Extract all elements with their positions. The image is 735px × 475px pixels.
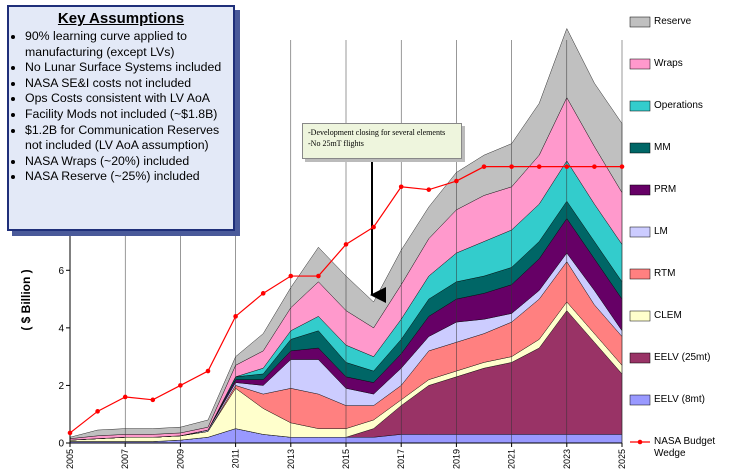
legend-label: Reserve [654, 16, 692, 27]
x-tick-label: 2025 [617, 449, 627, 469]
line-marker [592, 164, 597, 169]
legend-swatch [629, 58, 651, 70]
line-marker [398, 184, 404, 190]
legend-swatch [629, 16, 651, 28]
line-marker [288, 273, 294, 279]
line-marker [260, 291, 266, 296]
line-marker [509, 164, 514, 169]
x-tick-label: 2019 [451, 449, 461, 469]
legend-swatch [629, 142, 651, 154]
assumption-item: $1.2B for Communication Reserves not inc… [25, 123, 229, 154]
line-marker [481, 164, 487, 169]
assumptions-title: Key Assumptions [57, 10, 185, 27]
y-tick-label: 6 [58, 266, 64, 277]
assumption-item: Facility Mods not included (~$1.8B) [25, 107, 229, 123]
line-marker [122, 394, 128, 400]
legend-swatch [629, 226, 651, 238]
line-marker [536, 164, 542, 169]
x-tick-label: 2017 [396, 449, 406, 469]
x-tick-label: 2023 [562, 449, 572, 469]
line-marker [150, 397, 156, 403]
annotation-line: -Development closing for several element… [308, 128, 446, 137]
x-tick-label: 2013 [286, 449, 296, 469]
x-tick-label: 2011 [231, 449, 241, 468]
line-marker [564, 164, 570, 169]
legend-swatch [629, 268, 651, 280]
legend-swatch [629, 352, 651, 364]
assumption-item: NASA Wraps (~20%) included [25, 154, 229, 170]
plot-area [69, 27, 623, 444]
line-marker [371, 224, 376, 230]
legend-label: EELV (8mt) [654, 394, 705, 405]
legend-label: CLEM [654, 310, 682, 321]
y-tick-label: 2 [58, 381, 64, 392]
legend-label: LM [654, 226, 668, 237]
legend-swatch [637, 439, 643, 445]
legend-swatch [629, 100, 651, 112]
line-marker [454, 178, 459, 184]
assumption-item: Ops Costs consistent with LV AoA [25, 91, 229, 107]
legend-label: NASA Budget Wedge [654, 436, 716, 459]
legend-label: RTM [654, 268, 676, 279]
legend-label: EELV (25mt) [654, 352, 711, 363]
line-marker [316, 273, 321, 279]
x-tick-label: 2021 [507, 449, 517, 469]
assumption-item: NASA SE&I costs not included [25, 76, 229, 92]
line-marker [67, 430, 73, 436]
y-tick-label: 4 [58, 323, 64, 334]
x-tick-label: 2009 [175, 449, 185, 469]
annotation-box: -Development closing for several element… [302, 123, 462, 159]
legend-label: PRM [654, 184, 677, 195]
line-marker [343, 242, 349, 247]
assumptions-box: Key Assumptions 90% learning curve appli… [7, 5, 235, 231]
line-marker [619, 164, 625, 169]
assumptions-list: 90% learning curve applied to manufactur… [13, 29, 229, 185]
line-marker [178, 383, 183, 388]
legend-label: MM [654, 142, 671, 153]
x-tick-label: 2015 [341, 449, 351, 469]
line-marker [95, 409, 100, 414]
y-tick-label: 0 [58, 439, 64, 450]
legend-label: Operations [654, 100, 703, 111]
y-axis-label: ( $ Billion ) [19, 269, 33, 330]
legend-swatch [629, 310, 651, 322]
x-tick-label: 2005 [65, 449, 75, 469]
annotation-line: -No 25mT flights [308, 139, 364, 148]
legend-label: Wraps [654, 58, 683, 69]
x-tick-label: 2007 [120, 449, 130, 469]
line-marker [233, 314, 238, 319]
line-marker [205, 368, 211, 374]
assumption-item: NASA Reserve (~25%) included [25, 169, 229, 185]
legend-swatch [629, 394, 651, 406]
assumption-item: 90% learning curve applied to manufactur… [25, 29, 229, 60]
legend-swatch [629, 184, 651, 196]
assumption-item: No Lunar Surface Systems included [25, 60, 229, 76]
line-marker [426, 187, 432, 192]
